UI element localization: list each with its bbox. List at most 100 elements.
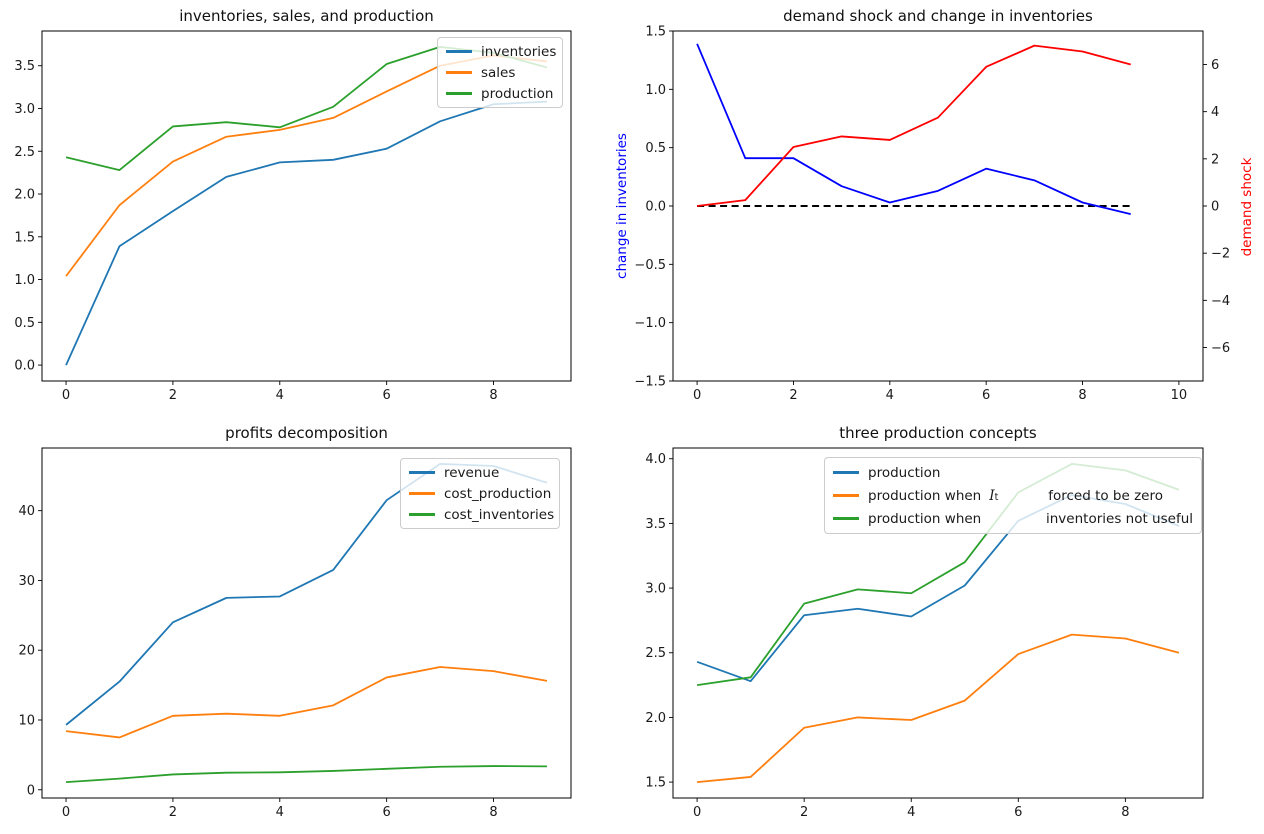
subplot-demand-shock-change-in-inventories: demand shock and change in inventories 0…	[632, 0, 1264, 417]
y-tick-label: 2.5	[14, 145, 35, 160]
y-tick-label: −1.0	[634, 316, 666, 331]
legend-row: cost_inventories	[409, 504, 555, 525]
legend-line-swatch	[446, 71, 472, 74]
chart-title-inventories-sales-production: inventories, sales, and production	[179, 7, 434, 25]
y-tick-label: 20	[18, 644, 35, 659]
legend-label-continued: forced to be zero	[1048, 487, 1163, 504]
legend-row: production	[833, 461, 1193, 484]
legend-row: production	[446, 83, 554, 104]
subplot-profits-decomposition: profits decomposition 0 2 4 6 8 0 10 20 30 40 rev…	[0, 417, 632, 834]
legend-label: cost_production	[444, 485, 552, 502]
legend-label: sales	[481, 64, 516, 81]
legend-label: inventories	[481, 43, 557, 60]
plot-svg-1: 0 2 4 6 8 10 −1.5 −1.0 −0.5 0.0 0.5 1.0 1.5 −6 −4 −2 0 2 4…	[634, 25, 1230, 404]
legend-row: sales	[446, 62, 554, 83]
y-tick-label: 1.0	[645, 83, 666, 98]
y-tick-label: 0.5	[14, 316, 35, 331]
legend-row: revenue	[409, 462, 551, 483]
legend-line-swatch	[833, 494, 859, 497]
right-y-tick-label: 4	[1211, 105, 1219, 120]
y-tick-label: 2.5	[645, 646, 666, 661]
x-tick-label: 0	[62, 805, 70, 820]
series-line-production-when-inventories-forced-to-be-zero	[697, 633, 1180, 783]
series-line-change-in-inventories	[696, 43, 1131, 216]
chart-title-demand-shock: demand shock and change in inventories	[783, 7, 1093, 25]
legend-label: cost_inventories	[444, 506, 555, 523]
right-y-tick-label: −6	[1211, 341, 1230, 356]
legend-label: production	[481, 85, 554, 102]
legend-label-continued: inventories not useful	[1046, 510, 1193, 527]
x-tick-label: 4	[886, 388, 894, 403]
y-tick-label: 4.0	[645, 452, 666, 467]
y-tick-label: 1.0	[14, 273, 35, 288]
subplot-inventories-sales-production: inventories, sales, and production 0 2 4 6 8…	[0, 0, 632, 417]
legend-profits-decomposition: revenue cost_production cost_inventories	[400, 458, 560, 529]
y-tick-label: 1.5	[14, 230, 35, 245]
y-tick-label: 2.0	[14, 188, 35, 203]
x-tick-label: 4	[276, 805, 284, 820]
y-tick-label: 0	[27, 783, 35, 798]
plot-svg-3: 0 2 4 6 8 1.5 2.0 2.5 3.0 3.5 4.0	[645, 447, 1204, 820]
legend-line-swatch	[446, 50, 472, 53]
legend-row: inventories	[446, 41, 557, 62]
legend-line-swatch	[833, 471, 859, 474]
x-tick-label: 2	[169, 805, 177, 820]
y-tick-label: 3.5	[14, 59, 35, 74]
x-tick-label: 4	[276, 388, 284, 403]
right-y-tick-label: 0	[1211, 200, 1219, 215]
x-tick-label: 8	[489, 805, 497, 820]
math-italic-I: I	[989, 487, 995, 504]
series-line-inventories	[65, 100, 547, 366]
x-tick-label: 0	[693, 805, 701, 820]
series-line-demand-shock	[696, 44, 1131, 207]
y-tick-label: 1.5	[645, 776, 666, 791]
legend-row: production when inventories not useful	[833, 507, 1193, 530]
y-tick-label: 0.0	[645, 200, 666, 215]
legend-line-swatch	[409, 471, 435, 474]
y-tick-label: 30	[18, 574, 35, 589]
x-tick-label: 6	[383, 388, 391, 403]
y-tick-label: 3.5	[645, 517, 666, 532]
y-tick-label: 2.0	[645, 711, 666, 726]
x-tick-label: 6	[982, 388, 990, 403]
axes-spines	[41, 30, 572, 382]
y-tick-label: 3.0	[645, 582, 666, 597]
x-tick-label: 10	[1171, 388, 1188, 403]
ylabel-change-in-inventories: change in inventories	[614, 133, 630, 279]
chart-title-profits-decomposition: profits decomposition	[225, 424, 388, 442]
x-tick-label: 2	[789, 388, 797, 403]
y-tick-label: 10	[18, 713, 35, 728]
x-tick-label: 2	[169, 388, 177, 403]
right-y-tick-label: 2	[1211, 152, 1219, 167]
legend-label-text: production when	[868, 487, 982, 504]
subplot-three-production-concepts: three production concepts 0 2 4 6 8 1.5 2.0 2.5…	[632, 417, 1264, 834]
x-tick-label: 0	[62, 388, 70, 403]
x-tick-label: 0	[693, 388, 701, 403]
legend-label: production	[868, 464, 941, 481]
y-tick-label: −1.5	[634, 375, 666, 390]
axes-spines	[672, 447, 1204, 799]
legend-line-swatch	[409, 492, 435, 495]
legend-line-swatch	[409, 513, 435, 516]
axes-spines	[41, 447, 572, 799]
y-tick-label: −0.5	[634, 258, 666, 273]
legend-label: production when	[868, 510, 982, 527]
y-tick-label: 0.0	[14, 359, 35, 374]
x-tick-label: 6	[383, 805, 391, 820]
x-tick-label: 8	[489, 388, 497, 403]
right-y-tick-label: −4	[1211, 294, 1230, 309]
y-tick-label: 40	[18, 504, 35, 519]
series-line-cost_production	[65, 666, 548, 739]
legend-row: cost_production	[409, 483, 551, 504]
right-y-tick-label: −2	[1211, 247, 1230, 262]
legend-label: revenue	[444, 464, 500, 481]
right-y-tick-label: 6	[1211, 58, 1219, 73]
x-tick-label: 8	[1121, 805, 1129, 820]
legend-line-swatch	[446, 92, 472, 95]
x-tick-label: 4	[907, 805, 915, 820]
y-tick-label: 1.5	[645, 25, 666, 40]
